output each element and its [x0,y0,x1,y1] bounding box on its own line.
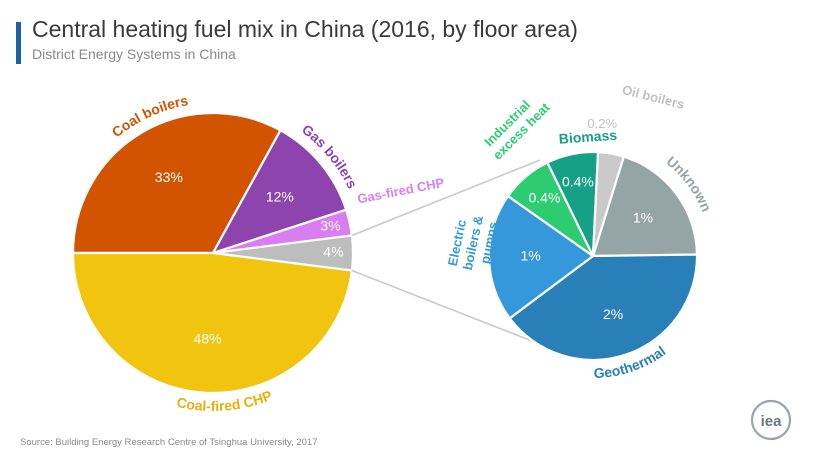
main-pie-label-gas-fired-chp: Gas-fired CHP [356,175,446,207]
main-pie-value-coal-boilers: 33% [155,169,183,185]
iea-logo: iea [750,399,792,441]
breakdown-pie-slice-geothermal [508,253,699,362]
breakdown-pie-value-geothermal: 2% [603,306,623,322]
main-pie-value-gas-fired-chp: 3% [320,217,340,233]
logo-text: iea [761,413,783,430]
chart-title: Central heating fuel mix in China (2016,… [32,16,578,42]
breakdown-label-biomass: Biomass [558,127,618,147]
title-accent-bar [16,22,21,64]
connector-line-bottom [351,269,556,351]
breakdown-pie-value-industrial-excess-heat: 0.4% [529,190,561,206]
breakdown-pie-slice-unknown [591,155,699,258]
breakdown-pie-slice-oil-boilers [591,150,626,257]
breakdown-pie-slice-electric-boilers-pumps [487,194,595,320]
main-pie-value-other: 4% [323,244,343,260]
main-pie-value-coal-fired-chp: 48% [194,330,222,346]
main-pie-value-gas-boilers: 12% [266,188,294,204]
breakdown-pie-value-biomass: 0.4% [562,173,594,189]
main-pie-slice-gas-boilers [210,128,348,255]
chart-subtitle: District Energy Systems in China [32,46,236,62]
breakdown-label-oil-boilers: Oil boilers [621,82,686,112]
source-note: Source: Building Energy Research Centre … [20,437,318,448]
main-pie-slice-coal-fired-chp [71,251,354,395]
breakdown-pie-value-oil-boilers: 0.2% [587,116,617,131]
breakdown-pie-value-electric-boilers-pumps: 1% [520,248,540,264]
connector-line-top [351,159,541,237]
main-pie-slice-coal-boilers [71,111,282,255]
breakdown-pie-value-unknown: 1% [633,209,653,225]
